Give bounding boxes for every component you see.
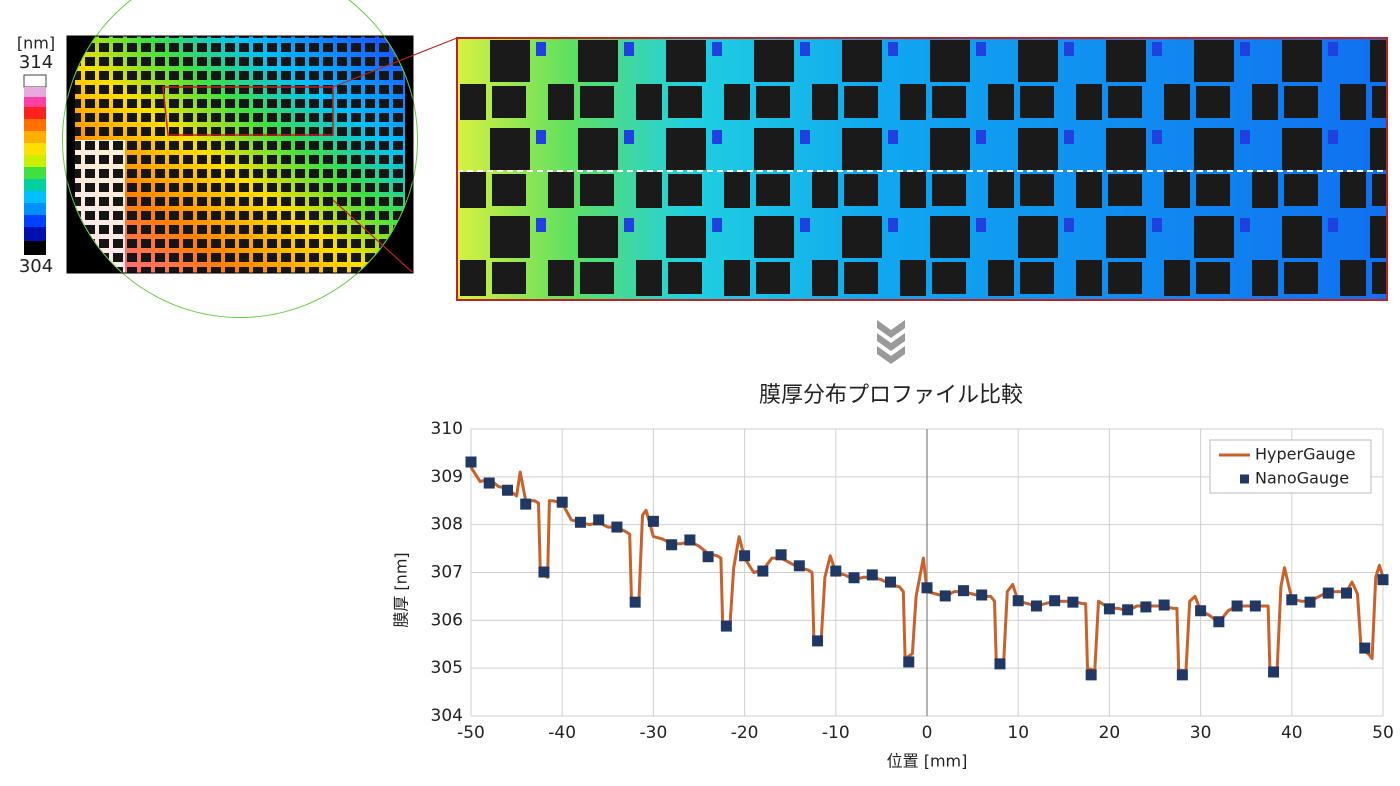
marker	[1213, 616, 1225, 628]
marker	[1341, 587, 1353, 599]
x-tick-label: -10	[822, 723, 850, 743]
marker	[848, 572, 860, 584]
y-tick-label: 310	[431, 419, 463, 439]
y-tick-label: 306	[431, 610, 463, 630]
x-tick-label: 50	[1372, 723, 1394, 743]
marker	[830, 565, 842, 577]
marker	[720, 620, 732, 632]
marker	[994, 658, 1006, 670]
line-series	[469, 466, 1385, 673]
marker	[629, 596, 641, 608]
legend-label: HyperGauge	[1255, 445, 1355, 464]
x-tick-label: -40	[548, 723, 576, 743]
marker	[885, 576, 897, 588]
x-tick-label: 0	[922, 723, 933, 743]
marker	[1085, 669, 1097, 681]
marker	[465, 456, 477, 468]
marker	[812, 635, 824, 647]
marker	[556, 496, 568, 508]
legend-label: NanoGauge	[1255, 469, 1349, 488]
x-tick-label: 30	[1190, 723, 1212, 743]
marker	[593, 514, 605, 526]
color-scale-tick: 314	[19, 52, 53, 73]
plot-area: HyperGauge NanoGauge	[465, 428, 1389, 717]
marker	[574, 516, 586, 528]
x-tick-label: -50	[457, 723, 485, 743]
marker	[647, 515, 659, 527]
x-tick-label: -30	[640, 723, 668, 743]
marker	[1304, 596, 1316, 608]
legend-box	[1209, 439, 1372, 494]
marker	[1249, 600, 1261, 612]
wafer-map	[62, 0, 458, 318]
marker	[1158, 599, 1170, 611]
marker	[1012, 595, 1024, 607]
marker	[775, 549, 787, 561]
marker	[1231, 600, 1243, 612]
marker	[757, 565, 769, 577]
marker	[520, 498, 532, 510]
marker	[1322, 587, 1334, 599]
marker	[702, 551, 714, 563]
legend-swatch	[1240, 474, 1249, 484]
marker	[1067, 596, 1079, 608]
marker	[1286, 594, 1298, 606]
marker	[1377, 574, 1389, 586]
color-scale-unit: [nm]	[17, 34, 55, 53]
legend: HyperGauge NanoGauge	[1209, 439, 1372, 494]
marker	[666, 539, 678, 551]
marker	[684, 534, 696, 546]
x-tick-label: 20	[1099, 723, 1121, 743]
color-scale-tick: 304	[19, 256, 53, 277]
marker	[921, 582, 933, 594]
marker	[866, 569, 878, 581]
x-tick-label: -20	[731, 723, 759, 743]
marker	[739, 550, 751, 562]
marker	[1268, 666, 1280, 678]
marker	[957, 585, 969, 597]
y-tick-label: 304	[431, 706, 463, 726]
color-scale	[23, 74, 47, 255]
marker	[483, 477, 495, 489]
marker	[1122, 604, 1134, 616]
zoom-map	[456, 37, 1388, 301]
marker	[793, 560, 805, 572]
marker	[1195, 605, 1207, 617]
marker	[1140, 601, 1152, 613]
x-tick-label: 40	[1281, 723, 1303, 743]
marker	[1030, 600, 1042, 612]
arrow-down	[877, 320, 905, 364]
x-axis-label: 位置 [mm]	[887, 752, 968, 771]
marker	[939, 590, 951, 602]
y-tick-label: 308	[431, 515, 463, 535]
marker	[1049, 595, 1061, 607]
y-axis-label: 膜厚 [nm]	[392, 552, 411, 627]
y-tick-label: 307	[431, 563, 463, 583]
x-tick-label: 10	[1007, 723, 1029, 743]
marker	[903, 656, 915, 668]
marker	[976, 589, 988, 601]
chart-title: 膜厚分布プロファイル比較	[759, 383, 1023, 408]
marker	[611, 521, 623, 533]
y-tick-label: 305	[431, 658, 463, 678]
marker	[501, 484, 513, 496]
marker	[538, 566, 550, 578]
marker	[1176, 669, 1188, 681]
marker	[1103, 603, 1115, 615]
marker	[1359, 642, 1371, 654]
y-tick-label: 309	[431, 467, 463, 487]
